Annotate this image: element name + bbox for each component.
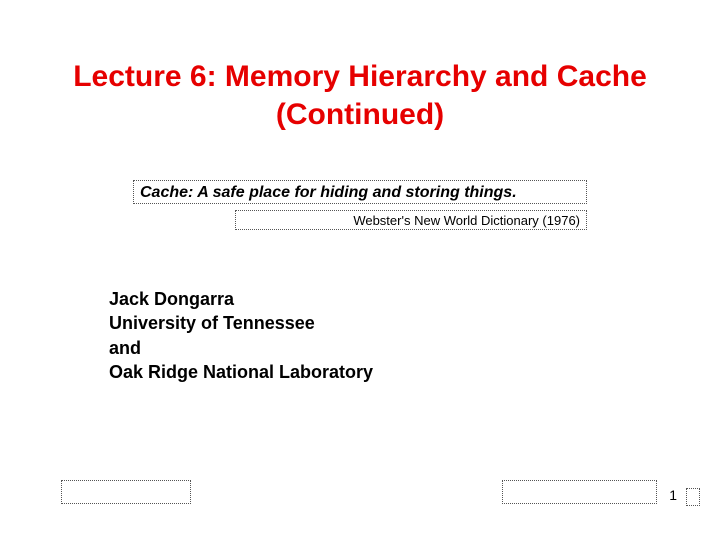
footer-left-placeholder — [61, 480, 191, 504]
slide: Lecture 6: Memory Hierarchy and Cache (C… — [0, 0, 720, 540]
page-number: 1 — [669, 487, 677, 503]
quote-source-box: Webster's New World Dictionary (1976) — [235, 210, 587, 230]
author-affiliation-2: Oak Ridge National Laboratory — [109, 360, 373, 384]
author-and: and — [109, 336, 373, 360]
author-affiliation-1: University of Tennessee — [109, 311, 373, 335]
footer-icon-placeholder — [686, 488, 700, 506]
quote-source-text: Webster's New World Dictionary (1976) — [353, 213, 580, 228]
quote-text: Cache: A safe place for hiding and stori… — [140, 184, 517, 201]
footer-right-placeholder — [502, 480, 657, 504]
quote-box: Cache: A safe place for hiding and stori… — [133, 180, 587, 204]
slide-title: Lecture 6: Memory Hierarchy and Cache (C… — [0, 58, 720, 133]
author-name: Jack Dongarra — [109, 287, 373, 311]
author-block: Jack Dongarra University of Tennessee an… — [109, 287, 373, 384]
